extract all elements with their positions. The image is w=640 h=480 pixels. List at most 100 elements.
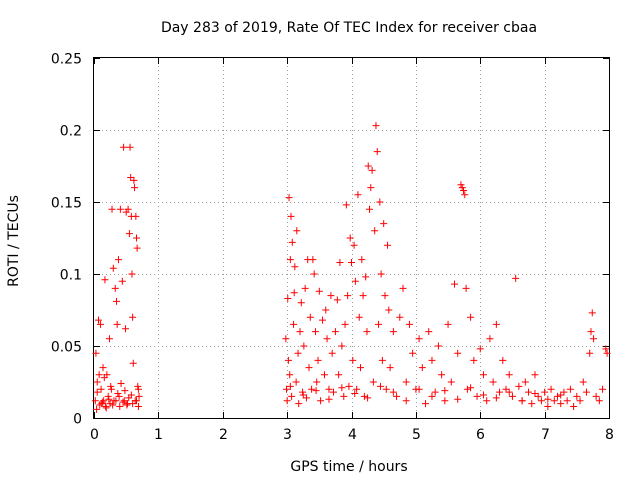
data-point bbox=[344, 292, 352, 300]
data-point bbox=[99, 364, 107, 372]
data-point bbox=[579, 378, 587, 386]
data-point bbox=[100, 397, 108, 405]
data-point bbox=[512, 274, 520, 282]
data-point bbox=[367, 184, 375, 192]
data-point bbox=[296, 328, 304, 336]
data-point bbox=[550, 397, 558, 405]
data-point bbox=[462, 284, 470, 292]
data-point bbox=[109, 264, 117, 272]
data-point bbox=[288, 392, 296, 400]
data-point bbox=[297, 299, 305, 307]
x-tick-label: 1 bbox=[154, 427, 163, 443]
data-point bbox=[335, 371, 343, 379]
data-point bbox=[124, 205, 132, 213]
data-point bbox=[299, 388, 307, 396]
data-point bbox=[355, 313, 363, 321]
data-point bbox=[93, 388, 101, 396]
data-point bbox=[592, 392, 600, 400]
data-point bbox=[120, 397, 128, 405]
data-point bbox=[319, 316, 327, 324]
x-tick-label: 5 bbox=[412, 427, 421, 443]
data-point bbox=[502, 385, 510, 393]
data-point bbox=[418, 364, 426, 372]
data-point bbox=[113, 320, 121, 328]
data-point bbox=[309, 256, 317, 264]
data-point bbox=[130, 176, 138, 184]
data-point bbox=[382, 385, 390, 393]
data-point bbox=[134, 382, 142, 390]
data-point bbox=[384, 241, 392, 249]
data-point bbox=[547, 385, 555, 393]
data-point bbox=[93, 405, 101, 413]
data-point bbox=[128, 270, 136, 278]
data-point bbox=[134, 402, 142, 410]
data-point bbox=[457, 181, 465, 189]
data-point bbox=[563, 397, 571, 405]
data-point bbox=[129, 359, 137, 367]
data-point bbox=[114, 390, 122, 398]
data-point bbox=[409, 349, 417, 357]
x-axis-label: GPS time / hours bbox=[290, 459, 407, 475]
data-point bbox=[342, 201, 350, 209]
data-point bbox=[447, 378, 455, 386]
data-point bbox=[108, 205, 116, 213]
data-point bbox=[434, 342, 442, 350]
data-point bbox=[369, 378, 377, 386]
data-point bbox=[377, 270, 385, 278]
data-point bbox=[587, 328, 595, 336]
data-point bbox=[378, 356, 386, 364]
data-point bbox=[454, 349, 462, 357]
data-point bbox=[521, 378, 529, 386]
data-point bbox=[602, 345, 610, 353]
data-point bbox=[438, 371, 446, 379]
data-point bbox=[505, 388, 513, 396]
data-point bbox=[476, 345, 484, 353]
data-point bbox=[122, 325, 130, 333]
data-point bbox=[348, 258, 355, 266]
data-point bbox=[117, 379, 125, 387]
data-point bbox=[528, 400, 536, 408]
data-point bbox=[91, 397, 99, 405]
data-point bbox=[541, 388, 549, 396]
data-point bbox=[354, 191, 362, 199]
data-point bbox=[458, 184, 466, 192]
data-point bbox=[300, 342, 308, 350]
data-point bbox=[364, 394, 372, 402]
data-point bbox=[350, 241, 358, 249]
data-point bbox=[489, 378, 497, 386]
x-tick-label: 4 bbox=[348, 427, 357, 443]
data-point bbox=[317, 397, 325, 405]
data-point bbox=[121, 387, 129, 395]
data-point bbox=[576, 397, 584, 405]
data-point bbox=[116, 402, 124, 410]
data-points bbox=[91, 122, 611, 413]
data-point bbox=[441, 397, 449, 405]
y-tick-label: 0 bbox=[73, 412, 82, 428]
data-point bbox=[286, 256, 294, 264]
data-point bbox=[102, 404, 110, 412]
data-point bbox=[380, 220, 388, 228]
data-point bbox=[415, 385, 423, 393]
data-point bbox=[305, 364, 313, 372]
data-point bbox=[105, 395, 113, 403]
axis-ticks: 0 1 2 3 4 5 6 7 8 0 0.05 0.1 0.15 0.2 0.25 bbox=[51, 52, 614, 444]
data-point bbox=[129, 400, 137, 408]
data-point bbox=[133, 244, 141, 252]
data-point bbox=[376, 198, 384, 206]
data-point bbox=[537, 397, 545, 405]
data-point bbox=[595, 397, 603, 405]
data-point bbox=[105, 335, 113, 343]
data-point bbox=[338, 384, 346, 392]
data-point bbox=[351, 390, 359, 398]
data-point bbox=[282, 385, 290, 393]
data-point bbox=[515, 382, 523, 390]
data-point bbox=[376, 382, 384, 390]
data-point bbox=[357, 364, 365, 372]
data-point bbox=[381, 292, 389, 300]
data-point bbox=[479, 371, 487, 379]
chart-title: Day 283 of 2019, Rate Of TEC Index for r… bbox=[161, 20, 537, 36]
data-point bbox=[301, 284, 309, 292]
data-point bbox=[345, 382, 353, 390]
data-point bbox=[310, 270, 318, 278]
data-point bbox=[314, 356, 322, 364]
